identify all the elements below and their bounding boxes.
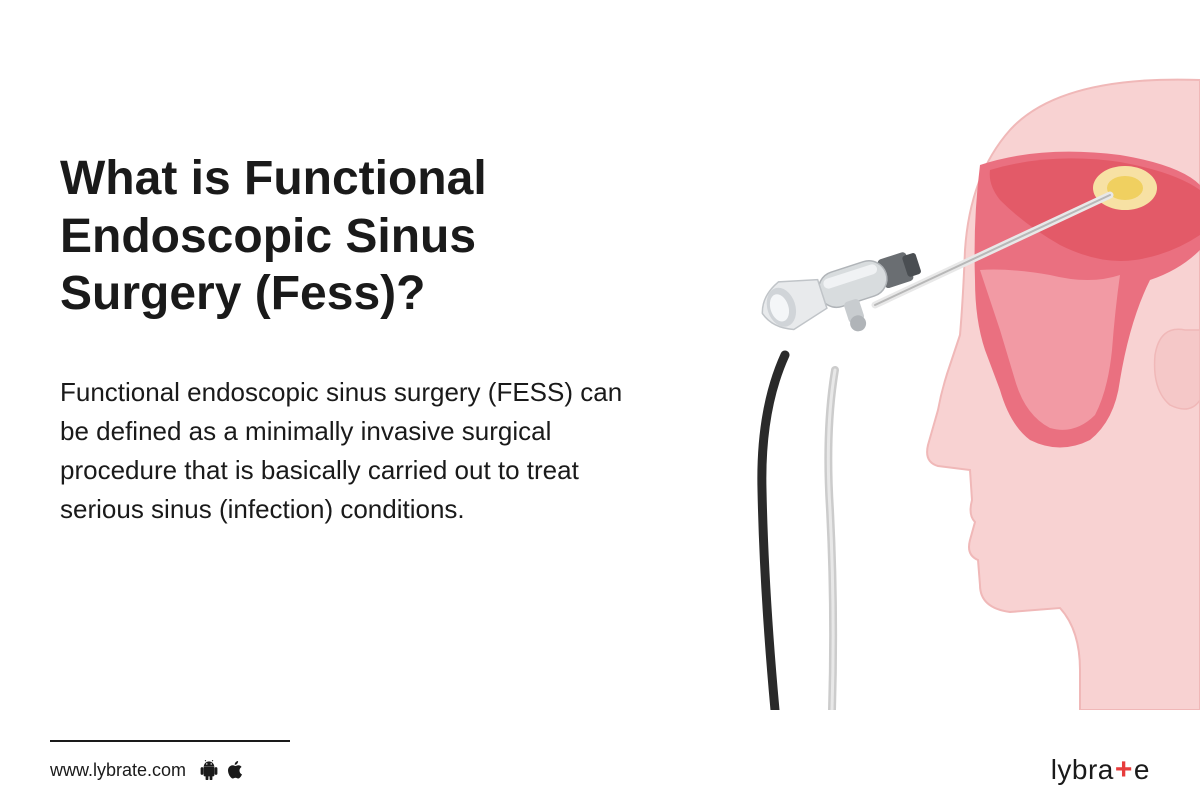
- footer: www.lybrate.com lybra+e: [0, 740, 1200, 800]
- body-text: Functional endoscopic sinus surgery (FES…: [60, 373, 640, 529]
- brand-plus-icon: +: [1115, 753, 1133, 787]
- android-icon: [200, 760, 218, 780]
- page-title: What is Functional Endoscopic Sinus Surg…: [60, 150, 640, 323]
- sinus-surgery-illustration: [680, 70, 1200, 710]
- apple-icon: [226, 760, 243, 780]
- brand-logo: lybra+e: [1051, 753, 1150, 787]
- endoscope-device: [755, 239, 933, 358]
- brand-post: e: [1134, 754, 1150, 786]
- footer-url: www.lybrate.com: [50, 760, 186, 781]
- cable-dark: [762, 355, 785, 710]
- text-content: What is Functional Endoscopic Sinus Surg…: [60, 150, 640, 529]
- app-store-icons: [200, 760, 243, 780]
- brand-pre: lybra: [1051, 754, 1114, 786]
- footer-left: www.lybrate.com: [50, 760, 243, 781]
